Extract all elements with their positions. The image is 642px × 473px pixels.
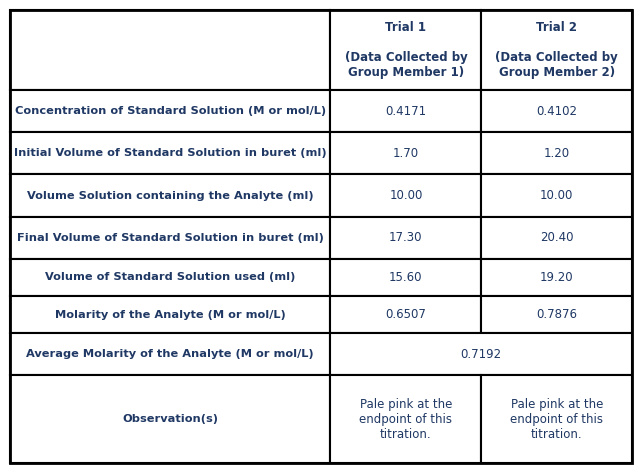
Text: 15.60: 15.60	[389, 271, 422, 284]
Text: Pale pink at the
endpoint of this
titration.: Pale pink at the endpoint of this titrat…	[510, 398, 603, 441]
Text: 10.00: 10.00	[389, 189, 422, 202]
Bar	[331, 296, 482, 333]
Text: 0.4102: 0.4102	[536, 105, 577, 117]
Bar	[331, 217, 482, 259]
Bar	[10, 10, 331, 90]
Text: Trial 1

(Data Collected by
Group Member 1): Trial 1 (Data Collected by Group Member …	[345, 21, 467, 79]
Bar	[10, 259, 331, 296]
Text: Volume of Standard Solution used (ml): Volume of Standard Solution used (ml)	[45, 272, 295, 282]
Bar	[10, 333, 331, 376]
Text: 0.4171: 0.4171	[385, 105, 426, 117]
Text: Molarity of the Analyte (M or mol/L): Molarity of the Analyte (M or mol/L)	[55, 309, 286, 320]
Text: Final Volume of Standard Solution in buret (ml): Final Volume of Standard Solution in bur…	[17, 233, 324, 243]
Bar	[10, 175, 331, 217]
Bar	[10, 217, 331, 259]
Bar	[331, 333, 632, 376]
Text: Pale pink at the
endpoint of this
titration.: Pale pink at the endpoint of this titrat…	[360, 398, 453, 441]
Bar	[331, 175, 482, 217]
Bar	[331, 90, 482, 132]
Bar	[331, 259, 482, 296]
Bar	[482, 217, 632, 259]
Text: Volume Solution containing the Analyte (ml): Volume Solution containing the Analyte (…	[27, 191, 313, 201]
Text: 10.00: 10.00	[540, 189, 573, 202]
Bar	[10, 296, 331, 333]
Bar	[331, 132, 482, 175]
Bar	[482, 296, 632, 333]
Bar	[482, 175, 632, 217]
Bar	[482, 10, 632, 90]
Bar	[482, 132, 632, 175]
Text: 0.6507: 0.6507	[385, 308, 426, 321]
Bar	[331, 10, 482, 90]
Bar	[482, 259, 632, 296]
Text: Initial Volume of Standard Solution in buret (ml): Initial Volume of Standard Solution in b…	[14, 148, 327, 158]
Text: 0.7192: 0.7192	[460, 348, 502, 361]
Bar	[10, 376, 331, 463]
Text: Trial 2

(Data Collected by
Group Member 2): Trial 2 (Data Collected by Group Member …	[496, 21, 618, 79]
Text: Concentration of Standard Solution (M or mol/L): Concentration of Standard Solution (M or…	[15, 106, 325, 116]
Bar	[10, 132, 331, 175]
Text: 1.70: 1.70	[393, 147, 419, 160]
Text: 20.40: 20.40	[540, 231, 573, 244]
Bar	[10, 90, 331, 132]
Text: Average Molarity of the Analyte (M or mol/L): Average Molarity of the Analyte (M or mo…	[26, 349, 314, 359]
Text: 0.7876: 0.7876	[536, 308, 577, 321]
Bar	[482, 376, 632, 463]
Text: 19.20: 19.20	[540, 271, 573, 284]
Bar	[331, 376, 482, 463]
Bar	[482, 90, 632, 132]
Text: Observation(s): Observation(s)	[122, 414, 218, 424]
Text: 1.20: 1.20	[544, 147, 570, 160]
Text: 17.30: 17.30	[389, 231, 422, 244]
